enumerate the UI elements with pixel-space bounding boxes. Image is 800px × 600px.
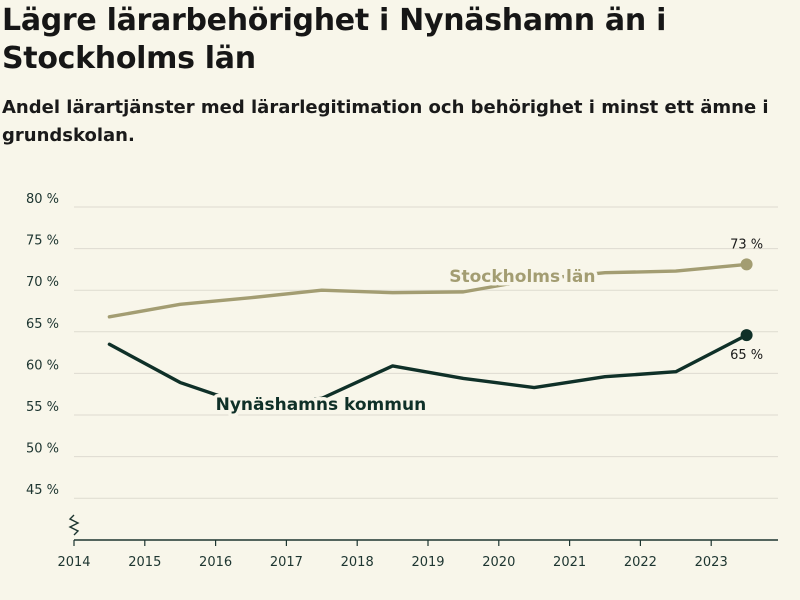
x-tick-label: 2016 [199, 555, 232, 570]
stockholm-series-label: Stockholms län [449, 267, 595, 287]
nynashamn-end-marker [740, 329, 753, 342]
x-tick-label: 2022 [624, 555, 657, 570]
x-tick-label: 2017 [270, 555, 303, 570]
nynashamn-line [107, 333, 749, 409]
y-tick-label: 60 % [26, 358, 59, 373]
x-tick-label: 2023 [695, 555, 728, 570]
x-tick-label: 2014 [57, 555, 90, 570]
stockholm-line [107, 262, 749, 319]
y-tick-label: 65 % [26, 317, 59, 332]
stockholm-end-label: 73 % [730, 237, 763, 252]
nynashamn-series-label: Nynäshamns kommun [216, 395, 427, 415]
axis-break-icon [68, 514, 80, 536]
x-tick-label: 2020 [482, 555, 515, 570]
stockholm-end-marker [740, 258, 753, 271]
x-tick-label: 2018 [341, 555, 374, 570]
y-tick-label: 50 % [26, 442, 59, 457]
x-tick-label: 2015 [128, 555, 161, 570]
x-tick-label: 2019 [411, 555, 444, 570]
y-tick-label: 70 % [26, 275, 59, 290]
y-tick-label: 80 % [26, 192, 59, 207]
chart-title: Lägre lärarbehörighet i Nynäshamn än i S… [2, 3, 667, 76]
y-tick-label: 55 % [26, 400, 59, 415]
nynashamn-end-label: 65 % [730, 348, 763, 363]
y-tick-label: 45 % [26, 483, 59, 498]
y-tick-label: 75 % [26, 234, 59, 249]
chart-subtitle: Andel lärartjänster med lärarlegitimatio… [2, 97, 769, 146]
nynashamn-series-label-group: Nynäshamns kommun [212, 392, 430, 419]
stockholm-series-label-group: Stockholms län [446, 263, 599, 290]
x-tick-label: 2021 [553, 555, 586, 570]
